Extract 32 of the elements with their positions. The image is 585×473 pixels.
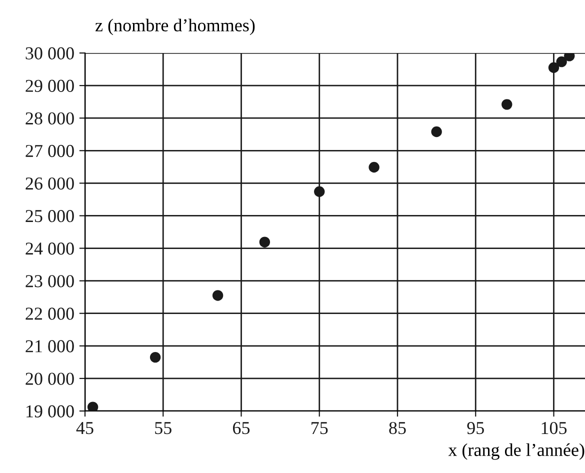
y-tick-label: 29 000	[26, 80, 74, 92]
x-tick-label: 55	[155, 422, 172, 434]
y-tick-label: 25 000	[26, 210, 74, 222]
x-tick-label: 75	[312, 422, 328, 434]
point	[368, 162, 380, 173]
x-tick-label: 65	[233, 422, 250, 434]
x-tick-label: 45	[76, 422, 94, 434]
y-tick-label: 19 000	[26, 405, 74, 418]
point	[556, 56, 567, 68]
y-tick-label: 21 000	[26, 340, 74, 352]
point	[87, 402, 98, 411]
x-tick-label: 85	[389, 422, 406, 434]
y-tick-label: 24 000	[26, 242, 74, 255]
point	[564, 53, 575, 62]
point	[259, 236, 270, 248]
y-tick-label: 22 000	[26, 308, 74, 320]
y-tick-label: 23 000	[26, 275, 74, 288]
point	[314, 186, 325, 197]
point	[150, 352, 161, 363]
y-tick-label: 20 000	[26, 372, 74, 385]
y-tick-label: 30 000	[26, 47, 74, 60]
y-tick-label: 26 000	[26, 177, 74, 190]
point	[502, 99, 512, 110]
y-axis-title: z (nombre d’hommes)	[95, 18, 255, 36]
point	[548, 62, 560, 73]
x-tick-label: 105	[542, 422, 567, 434]
y-tick-label: 28 000	[26, 112, 74, 125]
x-axis-title: x (rang de l’année)	[448, 443, 584, 460]
y-tick-label: 27 000	[26, 144, 74, 158]
x-tick-label: 95	[467, 422, 484, 434]
point	[212, 290, 224, 301]
point	[431, 126, 442, 138]
